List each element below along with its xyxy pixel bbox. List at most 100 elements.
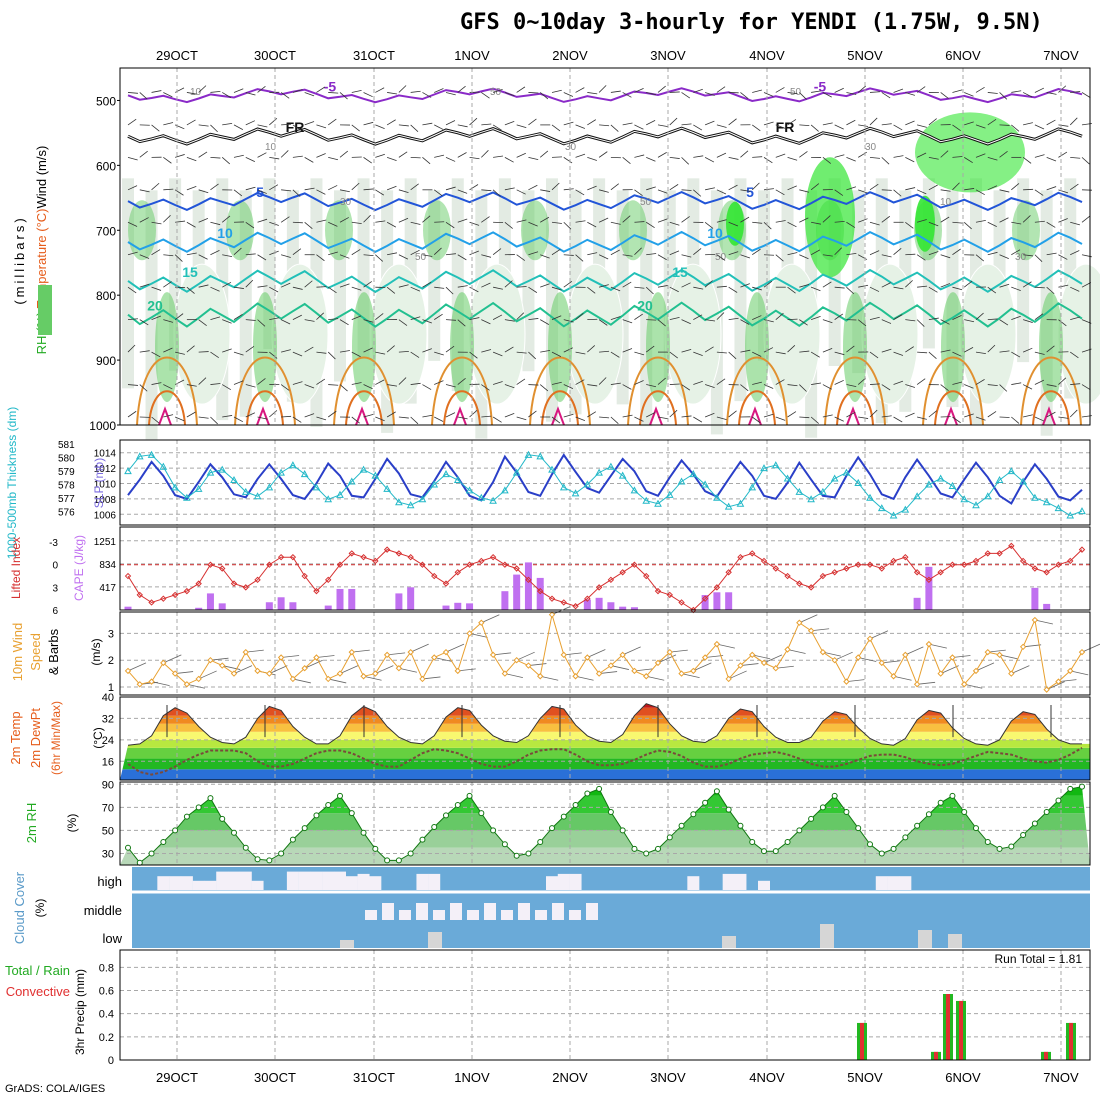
rh-point <box>961 808 968 815</box>
wind-barb <box>787 411 797 418</box>
wind-barb <box>740 384 749 392</box>
wind-barb <box>999 189 1010 193</box>
wind-barb <box>245 346 255 353</box>
wind-speed-point <box>749 651 756 659</box>
wind-barb <box>363 92 373 98</box>
lifted-index-point <box>643 572 650 580</box>
precip-frame <box>119 949 1091 1061</box>
wind-barb <box>339 189 350 193</box>
wind-barb <box>928 184 938 191</box>
wind-barb <box>1081 157 1090 165</box>
precip-tick-label: 0.4 <box>99 1009 114 1021</box>
cape-bar <box>395 593 403 610</box>
rh-point <box>136 859 143 866</box>
wind-barb <box>787 185 797 191</box>
wind-barb <box>811 221 822 225</box>
wind-barb <box>387 384 398 387</box>
wind-barb <box>163 92 173 98</box>
cloud-high-bar <box>557 873 570 890</box>
wind-barb <box>740 216 750 223</box>
wind-barb <box>457 189 468 194</box>
lifted-index-point <box>572 603 579 610</box>
wind-barb <box>893 88 904 93</box>
wind-barb <box>858 416 869 419</box>
cape-tick-label: 834 <box>99 560 116 571</box>
wind-barb <box>469 250 479 256</box>
wind-barb <box>516 86 526 93</box>
wind-barb <box>763 188 774 191</box>
rh-contour-label: 30 <box>340 197 352 208</box>
wind-barb <box>740 319 750 325</box>
wind-barb <box>905 384 916 388</box>
wind-barb <box>1058 218 1068 223</box>
wind-barb <box>575 153 586 158</box>
thickness-point <box>795 487 804 495</box>
wind-barb <box>222 384 231 391</box>
rh-contour-label: 50 <box>640 197 652 208</box>
wind-barb <box>975 312 984 320</box>
wind-barb <box>775 351 786 355</box>
wind-barb <box>799 151 808 158</box>
rh-point <box>560 813 567 820</box>
rh-shade <box>861 263 919 405</box>
wind-barb <box>445 345 455 353</box>
wind-barb <box>163 281 172 288</box>
wind-barb <box>280 319 291 325</box>
wind-barb <box>398 319 408 326</box>
wind-barb <box>917 416 927 420</box>
li-tick-label: -3 <box>49 538 58 549</box>
wind-barb <box>375 254 384 262</box>
wind-barb <box>563 652 582 656</box>
wind-barb <box>610 351 620 358</box>
wind-barb <box>540 319 550 325</box>
wind-barb <box>127 286 137 294</box>
wind-barb <box>657 654 677 664</box>
isotherm-label: 15 <box>672 264 688 280</box>
thickness-point <box>147 450 156 458</box>
dewpoint-line <box>127 747 1083 776</box>
wind-barb <box>504 384 515 389</box>
wind-barb <box>575 675 594 681</box>
li-axis-label: Lifted Index <box>9 537 23 599</box>
isotherm-line <box>127 268 1083 294</box>
wind-barb <box>269 184 279 191</box>
wind-barb <box>1058 189 1069 194</box>
wind-barb <box>1011 382 1022 385</box>
rh-point <box>572 802 579 809</box>
wind-barb <box>787 318 798 321</box>
wind-barb <box>163 347 173 353</box>
wind-barb <box>610 90 621 93</box>
wind-barb <box>728 410 737 418</box>
wind-barb <box>292 89 303 93</box>
top-date-label: 6NOV <box>945 48 981 63</box>
wind-barb <box>858 151 867 158</box>
thickness-line <box>127 454 1083 517</box>
wind-barb <box>351 286 362 291</box>
wind-barb <box>222 254 233 258</box>
wind-barb <box>304 121 315 126</box>
wind-barb <box>775 665 794 669</box>
wind-barb <box>634 221 645 223</box>
wind-speed-point <box>419 675 426 683</box>
wind-barb <box>728 221 739 227</box>
wind-barb <box>281 655 300 658</box>
wind-barb <box>940 665 959 674</box>
wind-barb <box>481 614 500 624</box>
wind-barb <box>834 286 845 289</box>
lifted-index-point <box>407 553 414 561</box>
thickness-point <box>347 477 356 485</box>
wind-barb <box>186 683 205 689</box>
wind-barb <box>1046 156 1057 162</box>
wind-barb <box>599 124 610 127</box>
wind-barb <box>175 351 185 355</box>
wind-barb <box>163 319 174 323</box>
thickness-point <box>171 483 179 491</box>
wind-barb <box>881 282 891 288</box>
rh-point <box>384 857 391 864</box>
rh-tick-label: 30 <box>102 848 114 860</box>
wind-barb <box>410 643 429 653</box>
slp-frame <box>119 439 1091 526</box>
lifted-index-point <box>631 561 638 568</box>
wind-barb <box>1022 157 1032 164</box>
wind-barb <box>139 283 150 288</box>
